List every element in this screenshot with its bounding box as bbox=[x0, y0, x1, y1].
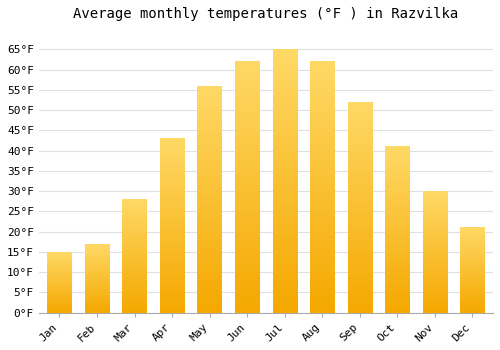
Bar bbox=[310, 62, 334, 313]
Title: Average monthly temperatures (°F ) in Razvilka: Average monthly temperatures (°F ) in Ra… bbox=[74, 7, 458, 21]
Bar bbox=[198, 86, 222, 313]
Bar bbox=[422, 191, 447, 313]
Bar bbox=[460, 228, 484, 313]
Bar bbox=[48, 252, 72, 313]
Bar bbox=[272, 49, 297, 313]
Bar bbox=[122, 199, 146, 313]
Bar bbox=[160, 139, 184, 313]
Bar bbox=[85, 244, 109, 313]
Bar bbox=[235, 62, 260, 313]
Bar bbox=[348, 102, 372, 313]
Bar bbox=[385, 147, 409, 313]
